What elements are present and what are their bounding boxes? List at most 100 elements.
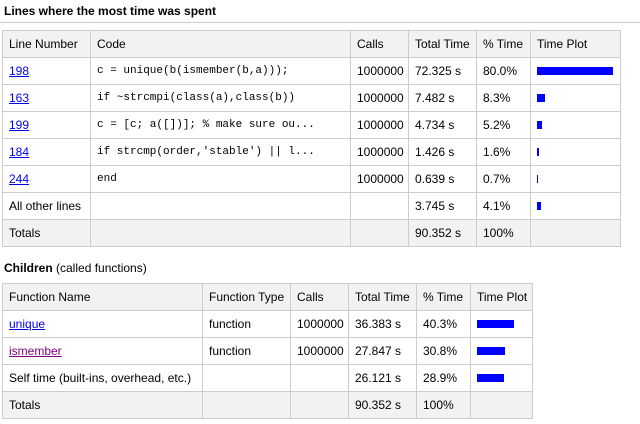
link[interactable]: ismember <box>9 344 62 358</box>
header-cell: Calls <box>350 30 409 58</box>
table-row: 199 c = [c; a([])]; % make sure ou... 1000… <box>2 111 621 139</box>
cell: 8.3% <box>476 84 531 112</box>
link[interactable]: 163 <box>9 91 30 105</box>
link[interactable]: 199 <box>9 118 30 132</box>
cell: ismember <box>2 337 203 365</box>
cell: 1000000 <box>350 111 409 139</box>
totals-row: Totals 90.352 s 100% <box>2 219 621 247</box>
cell: 26.121 s <box>348 364 417 392</box>
time-bar <box>477 374 504 382</box>
header-cell: Total Time <box>408 30 477 58</box>
cell: 36.383 s <box>348 310 417 338</box>
time-bar <box>537 94 545 102</box>
table-row: unique function 1000000 36.383 s 40.3% <box>2 310 533 338</box>
time-bar <box>477 320 515 328</box>
cell: 0.7% <box>476 165 531 193</box>
cell <box>90 192 351 220</box>
cell <box>290 391 349 419</box>
time-plot-cell <box>530 138 621 166</box>
cell: 198 <box>2 57 91 85</box>
link[interactable]: 184 <box>9 145 30 159</box>
link[interactable]: 244 <box>9 172 30 186</box>
link[interactable]: 198 <box>9 64 30 78</box>
table-row: Self time (built-ins, overhead, etc.) 26.… <box>2 364 533 392</box>
cell: if strcmp(order,'stable') || l... <box>90 138 351 166</box>
cell: 244 <box>2 165 91 193</box>
cell: function <box>202 337 291 365</box>
time-plot-cell <box>530 111 621 139</box>
header-cell: % Time <box>416 283 471 311</box>
cell: 1000000 <box>350 165 409 193</box>
cell: 30.8% <box>416 337 471 365</box>
cell: 72.325 s <box>408 57 477 85</box>
cell: 100% <box>476 219 531 247</box>
time-bar <box>537 148 539 156</box>
cell: 1000000 <box>350 57 409 85</box>
link[interactable]: unique <box>9 317 46 331</box>
heading: Lines where the most time was spent <box>4 4 217 18</box>
header-cell: Total Time <box>348 283 417 311</box>
cell: 1000000 <box>290 310 349 338</box>
header-cell: Calls <box>290 283 349 311</box>
table-row: 244 end 1000000 0.639 s 0.7% <box>2 165 621 193</box>
cell: 28.9% <box>416 364 471 392</box>
cell: 1000000 <box>290 337 349 365</box>
time-plot-cell <box>530 192 621 220</box>
cell: 90.352 s <box>348 391 417 419</box>
cell: 1000000 <box>350 138 409 166</box>
cell: Self time (built-ins, overhead, etc.) <box>2 364 203 392</box>
header-cell: Line Number <box>2 30 91 58</box>
header-cell: % Time <box>476 30 531 58</box>
totals-row: Totals 90.352 s 100% <box>2 391 533 419</box>
section-heading: Children (called functions) <box>4 261 147 275</box>
cell: 0.639 s <box>408 165 477 193</box>
cell <box>350 219 409 247</box>
cell: if ~strcmpi(class(a),class(b)) <box>90 84 351 112</box>
cell: 1.6% <box>476 138 531 166</box>
cell: c = [c; a([])]; % make sure ou... <box>90 111 351 139</box>
header-cell: Time Plot <box>470 283 533 311</box>
subheading: (called functions) <box>56 261 147 275</box>
time-bar <box>537 175 538 183</box>
cell: function <box>202 310 291 338</box>
table-row: ismember function 1000000 27.847 s 30.8% <box>2 337 533 365</box>
cell <box>202 391 291 419</box>
cell: 90.352 s <box>408 219 477 247</box>
time-bar <box>477 347 506 355</box>
cell: 4.1% <box>476 192 531 220</box>
header-cell: Function Name <box>2 283 203 311</box>
time-plot-cell <box>530 219 621 247</box>
time-bar <box>537 121 542 129</box>
cell: 163 <box>2 84 91 112</box>
time-bar <box>537 202 541 210</box>
cell: 4.734 s <box>408 111 477 139</box>
cell: 40.3% <box>416 310 471 338</box>
cell: c = unique(b(ismember(b,a))); <box>90 57 351 85</box>
time-bar <box>537 67 613 75</box>
cell <box>202 364 291 392</box>
cell: end <box>90 165 351 193</box>
lines-table: Line Number Code Calls Total Time% Time Time… <box>2 30 621 247</box>
header-row: Line Number Code Calls Total Time% Time Time… <box>2 30 621 58</box>
cell: 1.426 s <box>408 138 477 166</box>
cell <box>90 219 351 247</box>
time-plot-cell <box>530 84 621 112</box>
table-row: 198 c = unique(b(ismember(b,a))); 1000000 7… <box>2 57 621 85</box>
cell: 5.2% <box>476 111 531 139</box>
time-plot-cell <box>470 391 533 419</box>
header-cell: Function Type <box>202 283 291 311</box>
cell: 1000000 <box>350 84 409 112</box>
time-plot-cell <box>470 310 533 338</box>
cell: Totals <box>2 219 91 247</box>
cell: 100% <box>416 391 471 419</box>
section-heading: Lines where the most time was spent <box>4 4 216 18</box>
cell: All other lines <box>2 192 91 220</box>
cell: Totals <box>2 391 203 419</box>
heading: Children <box>4 261 53 275</box>
header-cell: Code <box>90 30 351 58</box>
cell <box>350 192 409 220</box>
cell: 27.847 s <box>348 337 417 365</box>
table-row: All other lines 3.745 s 4.1% <box>2 192 621 220</box>
time-plot-cell <box>530 165 621 193</box>
